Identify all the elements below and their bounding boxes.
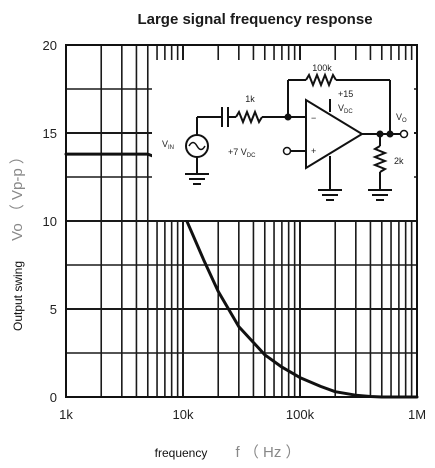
x-tick-label: 1k: [59, 407, 73, 422]
load-resistor: [372, 145, 388, 173]
y-axis-unit: Vo （ Vp-p ）: [9, 149, 26, 241]
y-tick-label: 10: [43, 214, 57, 229]
x-axis-label: frequency: [155, 446, 208, 460]
label-plus15: +15: [338, 89, 353, 99]
y-tick-label: 20: [43, 38, 57, 53]
label-1k: 1k: [245, 94, 255, 104]
x-tick-label: 10k: [173, 407, 194, 422]
y-tick-label: 5: [50, 302, 57, 317]
chart-title: Large signal frequency response: [137, 11, 372, 28]
x-axis-unit: f （ Hz ）: [235, 444, 300, 461]
x-tick-label: 100k: [286, 407, 315, 422]
input-resistor: [235, 109, 263, 125]
x-tick-label: 1M: [408, 407, 426, 422]
y-axis-label: Output swing: [11, 261, 25, 331]
y-tick-label: 0: [50, 390, 57, 405]
label-vo: VO: [396, 112, 407, 124]
tick-labels: 1k 10k 100k 1M 0 5 10 15 20: [43, 38, 427, 422]
plot-frame: [65, 44, 418, 398]
label-vin: VIN: [162, 139, 174, 151]
noninverting-sign: +: [311, 146, 316, 156]
label-plus7vdc: +7 VDC: [228, 147, 256, 159]
feedback-resistor: [305, 72, 337, 88]
y-tick-label: 15: [43, 126, 57, 141]
label-2k: 2k: [394, 156, 404, 166]
inset-circuit: 100k 1k VIN − + +15 VDC +7 VDC: [152, 60, 414, 220]
inverting-sign: −: [311, 113, 316, 123]
op-amp: [305, 98, 364, 170]
label-vdc: VDC: [338, 103, 353, 115]
label-100k: 100k: [312, 63, 332, 73]
